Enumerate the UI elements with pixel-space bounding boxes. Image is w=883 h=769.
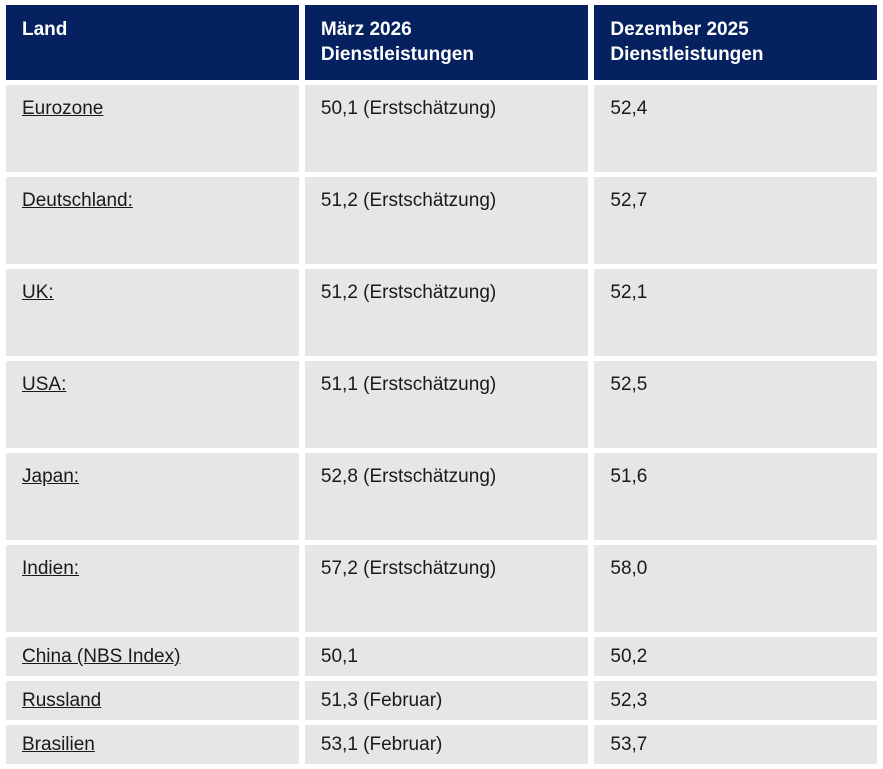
country-cell: Eurozone xyxy=(6,85,299,172)
dezember-value-cell: 52,3 xyxy=(594,681,877,720)
dezember-value-cell: 53,7 xyxy=(594,725,877,764)
country-cell: Brasilien xyxy=(6,725,299,764)
header-line: Dienstleistungen xyxy=(610,44,764,65)
column-header-land: Land xyxy=(6,5,299,80)
table-row: Indien: 57,2 (Erstschätzung) 58,0 xyxy=(6,545,877,632)
header-row: Land März 2026 Dienstleistungen Dezember… xyxy=(6,5,877,80)
table-row: USA: 51,1 (Erstschätzung) 52,5 xyxy=(6,361,877,448)
header-line: Dezember 2025 xyxy=(610,19,749,40)
header-line: Land xyxy=(22,19,68,40)
maerz-value-cell: 53,1 (Februar) xyxy=(304,725,589,764)
country-cell: Japan: xyxy=(6,453,299,540)
table-row: UK: 51,2 (Erstschätzung) 52,1 xyxy=(6,269,877,356)
country-link-japan[interactable]: Japan: xyxy=(22,466,80,487)
table-row: Eurozone 50,1 (Erstschätzung) 52,4 xyxy=(6,85,877,172)
country-link-eurozone[interactable]: Eurozone xyxy=(22,98,104,119)
table-row: Japan: 52,8 (Erstschätzung) 51,6 xyxy=(6,453,877,540)
maerz-value-cell: 51,2 (Erstschätzung) xyxy=(304,269,589,356)
country-cell: Indien: xyxy=(6,545,299,632)
maerz-value-cell: 50,1 xyxy=(304,637,589,676)
column-header-maerz-2026-dienstleistungen: März 2026 Dienstleistungen xyxy=(304,5,589,80)
country-cell: UK: xyxy=(6,269,299,356)
table-row: China (NBS Index) 50,1 50,2 xyxy=(6,637,877,676)
country-cell: Russland xyxy=(6,681,299,720)
column-header-dezember-2025-dienstleistungen: Dezember 2025 Dienstleistungen xyxy=(594,5,877,80)
dezember-value-cell: 52,4 xyxy=(594,85,877,172)
table-row: Brasilien 53,1 (Februar) 53,7 xyxy=(6,725,877,764)
maerz-value-cell: 50,1 (Erstschätzung) xyxy=(304,85,589,172)
country-link-china-nbs-index[interactable]: China (NBS Index) xyxy=(22,646,181,667)
dezember-value-cell: 51,6 xyxy=(594,453,877,540)
country-cell: China (NBS Index) xyxy=(6,637,299,676)
header-line: Dienstleistungen xyxy=(320,44,474,65)
country-link-usa[interactable]: USA: xyxy=(22,374,67,395)
country-link-indien[interactable]: Indien: xyxy=(22,558,80,579)
country-link-uk[interactable]: UK: xyxy=(22,282,54,303)
maerz-value-cell: 51,3 (Februar) xyxy=(304,681,589,720)
country-cell: USA: xyxy=(6,361,299,448)
maerz-value-cell: 57,2 (Erstschätzung) xyxy=(304,545,589,632)
dezember-value-cell: 52,5 xyxy=(594,361,877,448)
table-row: Russland 51,3 (Februar) 52,3 xyxy=(6,681,877,720)
country-link-brasilien[interactable]: Brasilien xyxy=(22,734,95,755)
country-cell: Deutschland: xyxy=(6,177,299,264)
header-line: März 2026 xyxy=(320,19,412,40)
dezember-value-cell: 58,0 xyxy=(594,545,877,632)
country-link-deutschland[interactable]: Deutschland: xyxy=(22,190,133,211)
maerz-value-cell: 51,2 (Erstschätzung) xyxy=(304,177,589,264)
table-row: Deutschland: 51,2 (Erstschätzung) 52,7 xyxy=(6,177,877,264)
maerz-value-cell: 52,8 (Erstschätzung) xyxy=(304,453,589,540)
dezember-value-cell: 50,2 xyxy=(594,637,877,676)
country-link-russland[interactable]: Russland xyxy=(22,690,102,711)
dezember-value-cell: 52,7 xyxy=(594,177,877,264)
maerz-value-cell: 51,1 (Erstschätzung) xyxy=(304,361,589,448)
dezember-value-cell: 52,1 xyxy=(594,269,877,356)
